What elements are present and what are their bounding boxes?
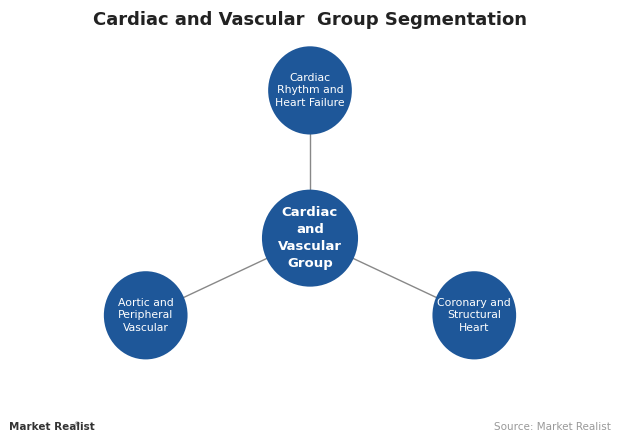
Ellipse shape bbox=[268, 46, 352, 135]
Text: Aortic and
Peripheral
Vascular: Aortic and Peripheral Vascular bbox=[118, 298, 174, 333]
Ellipse shape bbox=[433, 271, 516, 359]
Text: Market Realist: Market Realist bbox=[9, 422, 95, 432]
Text: Coronary and
Structural
Heart: Coronary and Structural Heart bbox=[438, 298, 511, 333]
Text: Source: Market Realist: Source: Market Realist bbox=[494, 422, 611, 432]
Text: Cardiac
Rhythm and
Heart Failure: Cardiac Rhythm and Heart Failure bbox=[275, 73, 345, 108]
Text: Cardiac and Vascular  Group Segmentation: Cardiac and Vascular Group Segmentation bbox=[93, 11, 527, 29]
Ellipse shape bbox=[262, 190, 358, 287]
Text: ®: ® bbox=[73, 422, 79, 427]
Ellipse shape bbox=[104, 271, 187, 359]
Text: Cardiac
and
Vascular
Group: Cardiac and Vascular Group bbox=[278, 206, 342, 270]
